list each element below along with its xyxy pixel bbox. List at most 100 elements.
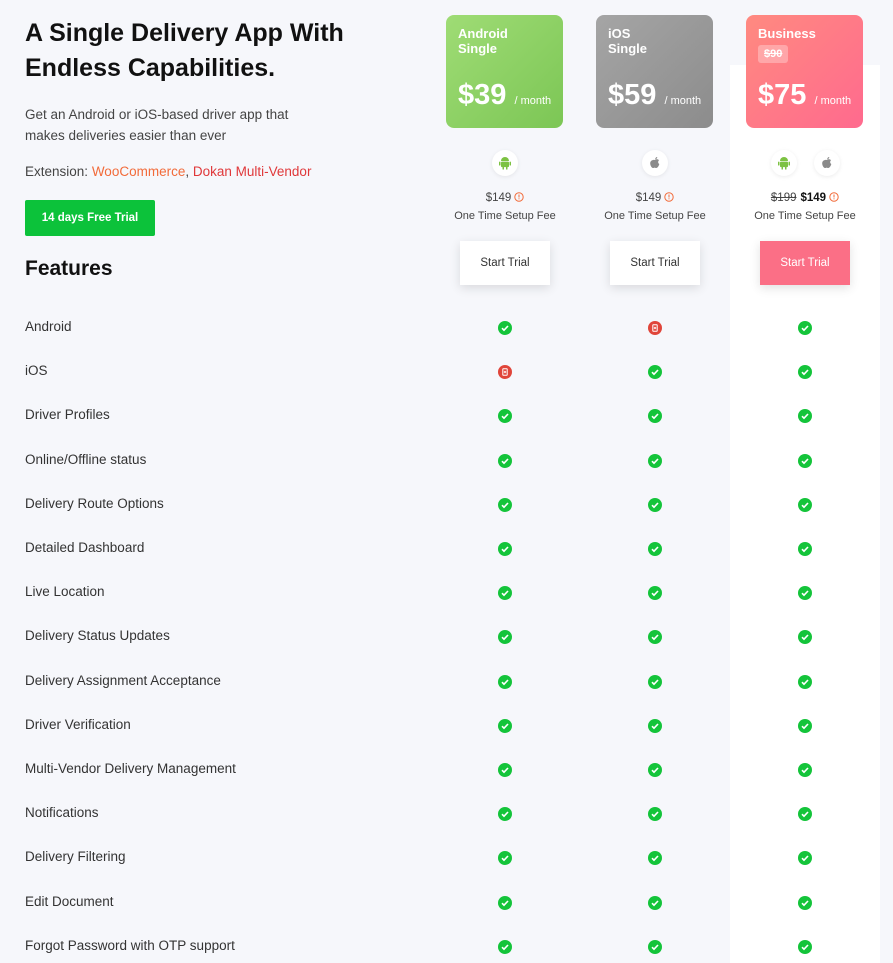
check-icon bbox=[498, 321, 512, 335]
check-icon bbox=[498, 630, 512, 645]
setup-price-line: $149 bbox=[430, 190, 580, 206]
setup-price-line: $149 bbox=[580, 190, 730, 206]
free-trial-button[interactable]: 14 days Free Trial bbox=[25, 200, 155, 236]
check-icon bbox=[798, 586, 812, 601]
feature-name: Driver Profiles bbox=[25, 407, 110, 423]
extension-label: Extension: bbox=[25, 164, 89, 179]
setup-fee: $199 $149 One Time Setup Fee bbox=[730, 190, 880, 226]
check-icon bbox=[798, 365, 812, 380]
check-icon bbox=[648, 807, 662, 822]
feature-name: iOS bbox=[25, 363, 48, 379]
plan-price: $59 / month bbox=[608, 79, 701, 112]
plan-name: Android Single bbox=[458, 26, 508, 56]
cross-icon bbox=[648, 321, 662, 335]
check-icon bbox=[648, 674, 662, 689]
check-icon bbox=[798, 321, 812, 335]
price: $75 bbox=[758, 79, 807, 111]
cross-icon bbox=[498, 365, 512, 380]
feature-name: Detailed Dashboard bbox=[25, 540, 145, 555]
feature-name: Driver Verification bbox=[25, 716, 131, 732]
plan-card: iOS Single $59 / month bbox=[596, 15, 713, 128]
check-icon bbox=[648, 453, 662, 468]
check-icon bbox=[798, 630, 812, 645]
setup-label: One Time Setup Fee bbox=[604, 210, 706, 222]
check-icon bbox=[798, 718, 812, 733]
price: $59 bbox=[608, 79, 657, 111]
check-icon bbox=[498, 895, 512, 910]
extension-link[interactable]: WooCommerce bbox=[91, 164, 186, 179]
check-icon bbox=[798, 895, 812, 910]
setup-price-line: $199 $149 bbox=[730, 190, 880, 206]
check-icon bbox=[648, 939, 662, 954]
check-icon bbox=[498, 453, 512, 468]
check-icon bbox=[798, 409, 812, 424]
check-icon bbox=[498, 409, 512, 424]
extensions: Extension: WooCommerce, Dokan Multi-Vend… bbox=[25, 164, 311, 179]
setup-price: $149 bbox=[800, 192, 827, 204]
check-icon bbox=[798, 497, 812, 512]
start-trial-button[interactable]: Start Trial bbox=[760, 241, 850, 285]
feature-name: Android bbox=[25, 319, 72, 334]
check-icon bbox=[498, 542, 512, 556]
check-icon bbox=[498, 718, 512, 733]
check-icon bbox=[648, 718, 662, 733]
plan-name: iOS Single bbox=[608, 26, 648, 56]
check-icon bbox=[498, 497, 512, 512]
description: Get an Android or iOS-based driver app t… bbox=[25, 107, 289, 143]
plan-card: Android Single $39 / month bbox=[446, 15, 563, 128]
setup-fee: $149 One Time Setup Fee bbox=[580, 190, 730, 226]
platform-icon bbox=[770, 150, 797, 176]
check-icon bbox=[648, 630, 662, 645]
platform-icon bbox=[492, 150, 518, 176]
check-icon bbox=[498, 807, 512, 822]
check-icon bbox=[798, 939, 812, 954]
separator: , bbox=[185, 164, 190, 179]
feature-name: Delivery Assignment Acceptance bbox=[25, 672, 221, 688]
check-icon bbox=[798, 807, 812, 822]
feature-name: Online/Offline status bbox=[25, 451, 147, 467]
check-icon bbox=[498, 763, 512, 777]
check-icon bbox=[648, 409, 662, 424]
setup-price: $149 bbox=[485, 192, 512, 204]
check-icon bbox=[798, 453, 812, 468]
plan-name: Business bbox=[758, 26, 816, 41]
feature-name: Forgot Password with OTP support bbox=[25, 937, 235, 953]
start-trial-button[interactable]: Start Trial bbox=[460, 241, 550, 285]
setup-fee: $149 One Time Setup Fee bbox=[430, 190, 580, 226]
features-title: Features bbox=[25, 257, 113, 280]
feature-name: Delivery Status Updates bbox=[25, 628, 170, 644]
period: / month bbox=[814, 95, 852, 107]
setup-label: One Time Setup Fee bbox=[754, 210, 856, 222]
old-price: $90 bbox=[758, 45, 789, 63]
feature-name: Live Location bbox=[25, 584, 105, 600]
setup-price: $149 bbox=[635, 192, 662, 204]
check-icon bbox=[648, 542, 662, 556]
check-icon bbox=[798, 763, 812, 777]
period: / month bbox=[664, 95, 702, 107]
feature-name: Multi-Vendor Delivery Management bbox=[25, 761, 236, 776]
setup-old-price: $199 bbox=[770, 192, 797, 204]
platform-icon bbox=[813, 150, 840, 176]
check-icon bbox=[648, 586, 662, 601]
check-icon bbox=[648, 895, 662, 910]
start-trial-button[interactable]: Start Trial bbox=[610, 241, 700, 285]
price: $39 bbox=[458, 79, 507, 111]
plan-card: Business $90 $75 / month bbox=[746, 15, 863, 128]
check-icon bbox=[498, 851, 512, 866]
check-icon bbox=[798, 542, 812, 556]
setup-label: One Time Setup Fee bbox=[454, 210, 556, 222]
plan-price: $39 / month bbox=[458, 79, 551, 112]
feature-name: Delivery Route Options bbox=[25, 495, 164, 511]
check-icon bbox=[648, 851, 662, 866]
extension-link[interactable]: Dokan Multi-Vendor bbox=[192, 164, 312, 179]
check-icon bbox=[498, 939, 512, 954]
feature-name: Notifications bbox=[25, 805, 99, 821]
platform-icon bbox=[642, 150, 668, 176]
feature-name: Edit Document bbox=[25, 893, 114, 909]
check-icon bbox=[498, 586, 512, 601]
check-icon bbox=[648, 497, 662, 512]
check-icon bbox=[798, 674, 812, 689]
check-icon bbox=[648, 365, 662, 380]
period: / month bbox=[514, 95, 552, 107]
